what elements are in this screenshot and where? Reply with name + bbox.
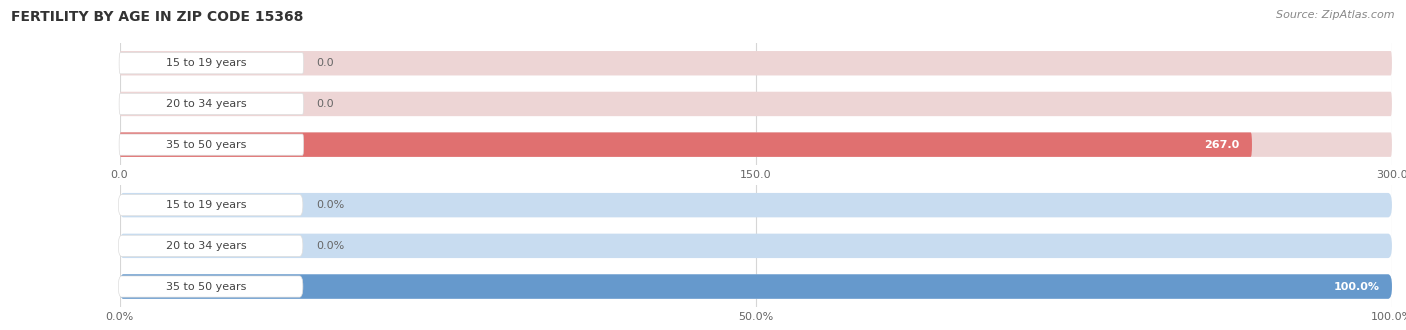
Text: 15 to 19 years: 15 to 19 years — [166, 200, 246, 210]
Text: FERTILITY BY AGE IN ZIP CODE 15368: FERTILITY BY AGE IN ZIP CODE 15368 — [11, 10, 304, 24]
FancyBboxPatch shape — [120, 53, 304, 74]
Text: 35 to 50 years: 35 to 50 years — [166, 140, 246, 149]
FancyBboxPatch shape — [118, 276, 302, 297]
FancyBboxPatch shape — [120, 134, 304, 155]
Text: 0.0%: 0.0% — [316, 241, 344, 251]
Text: 0.0: 0.0 — [316, 99, 335, 109]
Text: 15 to 19 years: 15 to 19 years — [166, 58, 246, 68]
FancyBboxPatch shape — [120, 274, 1392, 299]
FancyBboxPatch shape — [120, 92, 1392, 116]
Text: 35 to 50 years: 35 to 50 years — [166, 281, 246, 291]
Text: Source: ZipAtlas.com: Source: ZipAtlas.com — [1277, 10, 1395, 20]
Text: 0.0%: 0.0% — [316, 200, 344, 210]
FancyBboxPatch shape — [118, 235, 302, 256]
Text: 20 to 34 years: 20 to 34 years — [166, 99, 246, 109]
FancyBboxPatch shape — [118, 195, 302, 216]
FancyBboxPatch shape — [120, 51, 1392, 76]
FancyBboxPatch shape — [120, 193, 1392, 217]
Text: 267.0: 267.0 — [1204, 140, 1239, 149]
Text: 20 to 34 years: 20 to 34 years — [166, 241, 246, 251]
FancyBboxPatch shape — [120, 234, 1392, 258]
FancyBboxPatch shape — [120, 93, 304, 115]
Text: 0.0: 0.0 — [316, 58, 335, 68]
FancyBboxPatch shape — [120, 132, 1392, 157]
FancyBboxPatch shape — [120, 274, 1392, 299]
FancyBboxPatch shape — [120, 132, 1251, 157]
Text: 100.0%: 100.0% — [1333, 281, 1379, 291]
